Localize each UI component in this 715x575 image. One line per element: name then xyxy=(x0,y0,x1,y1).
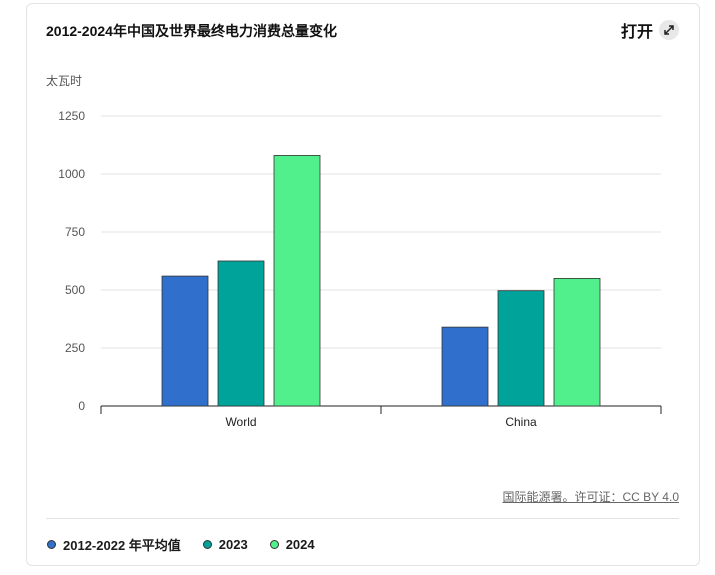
legend: 2012-2022 年平均值 2023 2024 xyxy=(47,535,315,554)
bar xyxy=(441,326,489,407)
legend-label: 2012-2022 年平均值 xyxy=(63,538,181,553)
bar xyxy=(217,260,265,407)
legend-item: 2023 xyxy=(202,537,248,552)
chart-title: 2012-2024年中国及世界最终电力消费总量变化 xyxy=(46,23,337,39)
x-tick-label: World xyxy=(225,415,256,429)
legend-swatch xyxy=(47,540,56,549)
legend-label: 2023 xyxy=(218,537,248,552)
legend-item: 2012-2022 年平均值 xyxy=(47,535,181,554)
expand-icon[interactable] xyxy=(659,20,679,40)
y-axis-label: 太瓦时 xyxy=(46,73,82,88)
x-tick-label: China xyxy=(505,415,537,429)
open-button[interactable]: 打开 xyxy=(621,18,679,42)
bar xyxy=(273,155,321,407)
source-link[interactable]: 国际能源署。许可证：CC BY 4.0 xyxy=(502,490,679,504)
bar xyxy=(161,275,209,407)
y-tick-label: 1250 xyxy=(58,109,85,123)
legend-label: 2024 xyxy=(285,537,315,552)
y-tick-label: 500 xyxy=(65,283,85,297)
legend-swatch xyxy=(202,540,212,549)
bar-chart: 太瓦时 0 250 500 750 1000 1250 World China xyxy=(46,73,662,429)
chart-card: 2012-2024年中国及世界最终电力消费总量变化 打开 太瓦时 0 250 500 7… xyxy=(26,3,700,566)
y-tick-label: 750 xyxy=(65,225,85,239)
y-tick-label: 1000 xyxy=(58,167,85,181)
bar xyxy=(497,290,545,407)
y-tick-label: 250 xyxy=(65,341,85,355)
legend-swatch xyxy=(269,540,279,549)
y-tick-label: 0 xyxy=(78,399,85,413)
bar xyxy=(553,277,601,407)
divider xyxy=(46,518,679,519)
legend-item: 2024 xyxy=(269,537,315,552)
open-label[interactable]: 打开 xyxy=(620,24,653,41)
